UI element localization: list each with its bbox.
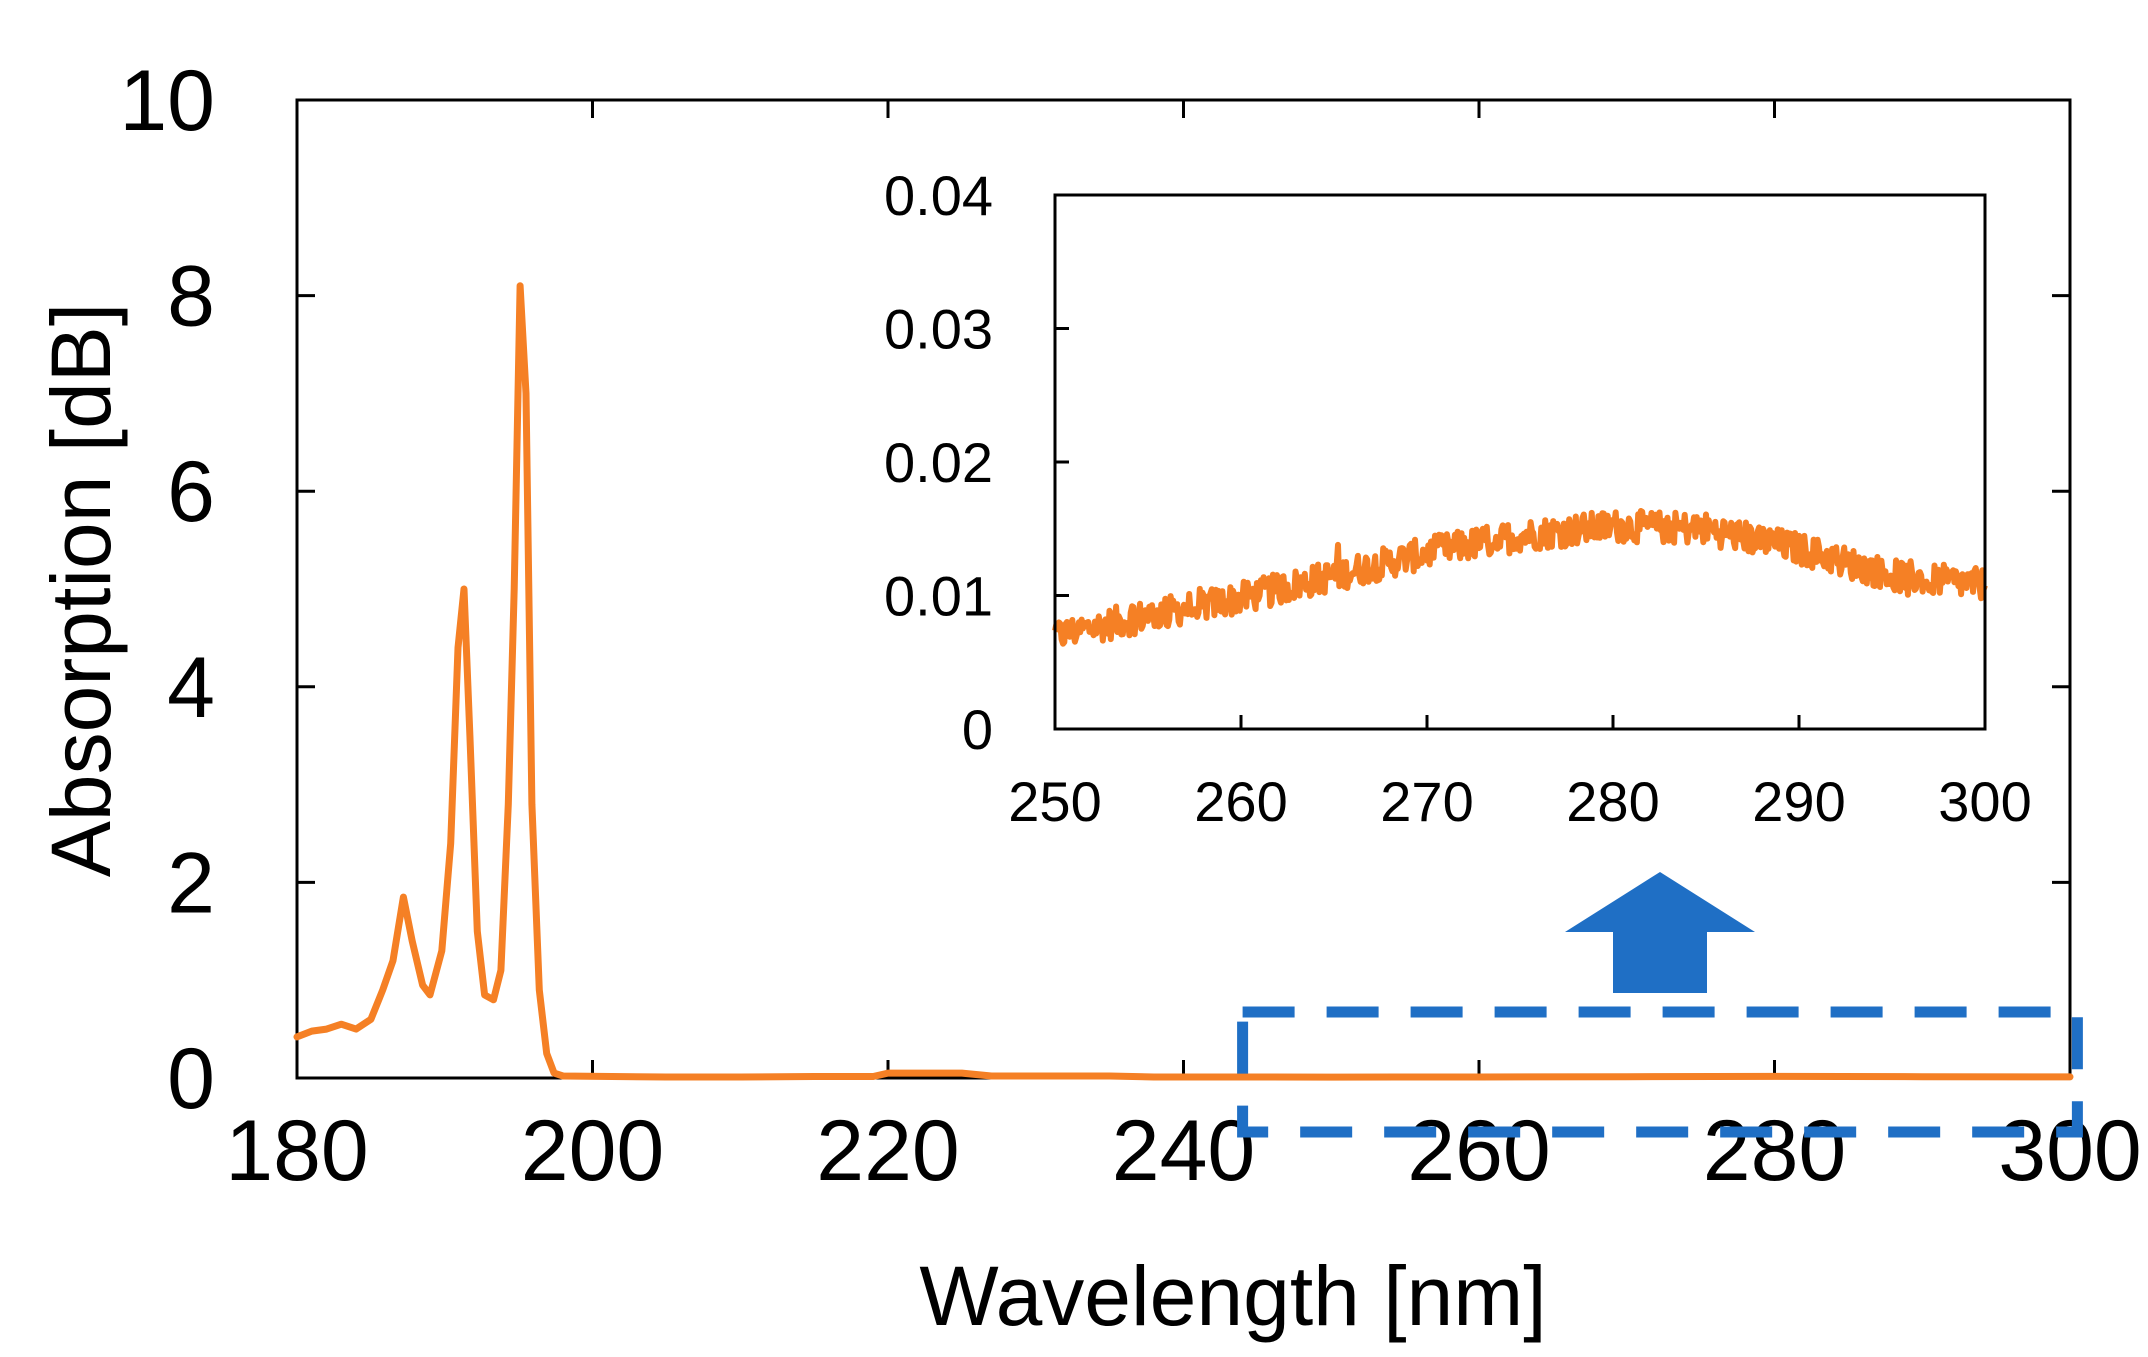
inset-y-tick-label-0.04: 0.04 (884, 164, 993, 227)
inset-x-tick-label-260: 260 (1194, 770, 1287, 833)
y-tick-label-8: 8 (167, 249, 215, 345)
x-tick-label-280: 280 (1703, 1103, 1847, 1199)
inset-series-line (1052, 508, 1988, 647)
x-tick-label-260: 260 (1407, 1103, 1551, 1199)
main-plot: 180 200 220 240 260 280 300 0 2 4 6 8 10 Wavelength… (34, 53, 2142, 1343)
inset-x-tick-label-270: 270 (1380, 770, 1473, 833)
y-tick-label-4: 4 (167, 640, 215, 736)
main-x-tick-labels: 180 200 220 240 260 280 300 (225, 1103, 2142, 1199)
y-tick-label-10: 10 (119, 53, 215, 149)
inset-y-tick-label-0.01: 0.01 (884, 565, 993, 628)
x-tick-label-200: 200 (521, 1103, 665, 1199)
inset-plot: 250 260 270 280 290 300 0 0.01 0.02 0.03 0.04 (884, 164, 2032, 833)
zoom-region-box (1237, 1006, 2083, 1138)
inset-y-tick-label-0.02: 0.02 (884, 431, 993, 494)
inset-x-tick-label-290: 290 (1752, 770, 1845, 833)
x-axis-title: Wavelength [nm] (919, 1249, 1546, 1343)
inset-x-tick-label-300: 300 (1938, 770, 2031, 833)
inset-y-tick-label-0.03: 0.03 (884, 298, 993, 361)
main-y-tick-labels: 0 2 4 6 8 10 (119, 53, 215, 1127)
x-tick-label-180: 180 (225, 1103, 369, 1199)
inset-y-tick-labels: 0 0.01 0.02 0.03 0.04 (884, 164, 993, 761)
main-series-line (293, 282, 2074, 1081)
x-tick-label-220: 220 (816, 1103, 960, 1199)
y-tick-label-6: 6 (167, 444, 215, 540)
inset-axis-ticks (1053, 193, 1987, 731)
y-tick-label-2: 2 (167, 835, 215, 931)
x-tick-label-240: 240 (1112, 1103, 1256, 1199)
inset-background (1055, 195, 1985, 729)
up-arrow-icon (1565, 872, 1755, 993)
x-tick-label-300: 300 (1998, 1103, 2142, 1199)
inset-x-tick-label-250: 250 (1008, 770, 1101, 833)
inset-x-tick-label-280: 280 (1566, 770, 1659, 833)
y-axis-title: Absorption [dB] (34, 303, 128, 877)
inset-x-tick-labels: 250 260 270 280 290 300 (1008, 770, 2031, 833)
inset-y-tick-label-0: 0 (962, 698, 993, 761)
y-tick-label-0: 0 (167, 1031, 215, 1127)
